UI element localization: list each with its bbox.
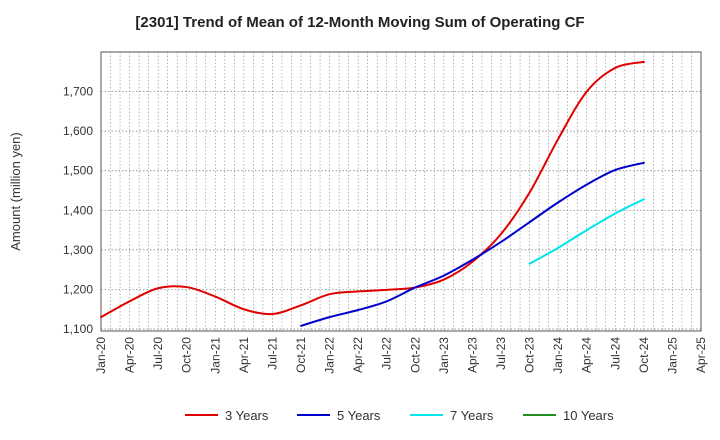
- y-tick-label: 1,600: [63, 124, 93, 138]
- legend-label: 7 Years: [450, 408, 494, 423]
- y-tick-label: 1,700: [63, 85, 93, 99]
- x-tick-label: Apr-25: [694, 337, 708, 373]
- x-tick-label: Jul-24: [608, 337, 622, 370]
- x-tick-label: Jul-21: [265, 337, 279, 370]
- x-tick-label: Apr-21: [237, 337, 251, 373]
- y-tick-label: 1,200: [63, 282, 93, 296]
- y-tick-label: 1,300: [63, 243, 93, 257]
- legend-label: 10 Years: [563, 408, 614, 423]
- x-tick-label: Oct-24: [637, 337, 651, 373]
- plot-border: [100, 51, 702, 332]
- y-axis-label: Amount (million yen): [8, 132, 23, 251]
- x-tick-label: Jul-23: [494, 337, 508, 370]
- x-tick-label: Jul-20: [151, 337, 165, 370]
- x-tick-label: Jan-20: [94, 337, 108, 374]
- y-tick-label: 1,400: [63, 203, 93, 217]
- x-tick-label: Oct-20: [180, 337, 194, 373]
- plot-area: [101, 52, 701, 331]
- x-tick-label: Jan-22: [323, 337, 337, 374]
- x-tick-label: Jan-24: [551, 337, 565, 374]
- y-tick-label: 1,500: [63, 164, 93, 178]
- x-tick-label: Oct-21: [294, 337, 308, 373]
- x-tick-label: Apr-23: [465, 337, 479, 373]
- x-tick-label: Apr-22: [351, 337, 365, 373]
- x-tick-label: Jan-25: [665, 337, 679, 374]
- y-tick-label: 1,100: [63, 322, 93, 336]
- series-line-7-years: [528, 198, 645, 265]
- x-tick-label: Jul-22: [380, 337, 394, 370]
- x-tick-label: Apr-24: [580, 337, 594, 373]
- legend-label: 5 Years: [337, 408, 381, 423]
- x-tick-label: Oct-23: [523, 337, 537, 373]
- series-line-3-years: [100, 60, 645, 319]
- x-tick-label: Jan-21: [208, 337, 222, 374]
- legend-label: 3 Years: [225, 408, 269, 423]
- chart-title: [2301] Trend of Mean of 12-Month Moving …: [135, 14, 585, 31]
- x-tick-label: Apr-20: [123, 337, 137, 373]
- series-line-5-years: [300, 161, 645, 327]
- x-tick-label: Jan-23: [437, 337, 451, 374]
- x-tick-label: Oct-22: [408, 337, 422, 373]
